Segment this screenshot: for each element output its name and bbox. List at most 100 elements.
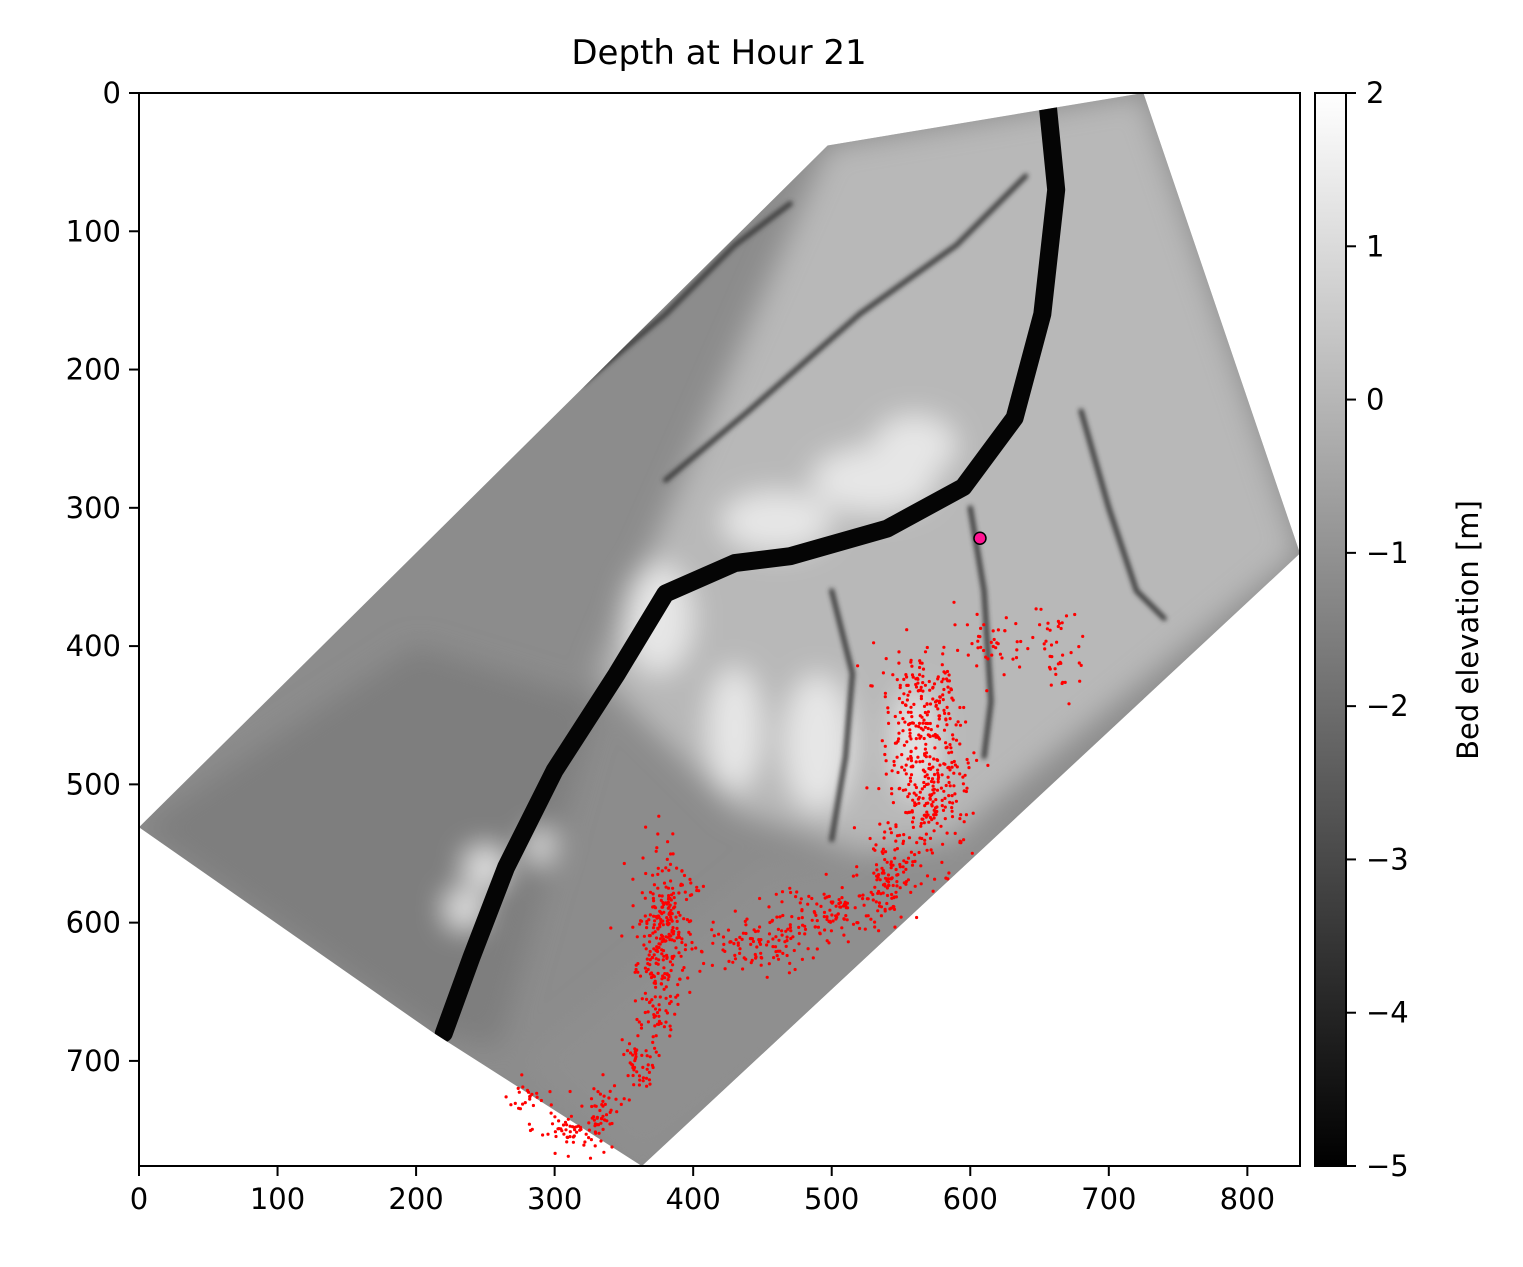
particle [656,971,660,976]
particle [670,955,674,959]
particle [944,746,948,750]
particle [858,894,862,898]
particle [922,718,926,722]
particle [914,793,918,797]
particle [940,804,944,808]
particle [602,1094,606,1098]
particle [575,1130,579,1134]
particle [971,811,975,815]
particle [609,1108,613,1112]
y-tick-label: 600 [66,906,121,940]
particle [660,894,664,898]
particle [906,693,910,697]
particle [885,901,889,906]
particle [652,953,656,957]
particle [662,1025,667,1029]
particle [652,914,656,918]
particle [641,1065,645,1069]
particle [944,717,948,721]
particle [918,659,922,663]
particle [733,957,738,961]
particle [931,800,935,804]
particle [900,765,904,769]
particle [710,928,714,932]
particle [657,1020,662,1024]
particle [648,949,652,954]
particle [759,951,763,955]
particle [921,728,925,732]
particle [651,931,655,935]
y-tick-label: 0 [103,76,121,110]
colorbar-tick-label: −3 [1366,842,1409,876]
particle [662,987,666,991]
particle [528,1094,532,1098]
particle [644,1049,648,1053]
particle [688,932,692,936]
particle [1004,616,1008,620]
particle [668,1034,672,1038]
particle [964,813,969,817]
particle [759,963,763,967]
particle [690,940,694,945]
particle [664,939,668,943]
particle [587,1121,591,1125]
particle [906,795,910,799]
particle [920,787,924,791]
particle [887,883,891,888]
particle [953,623,957,627]
particle [818,931,822,935]
particle [1045,627,1049,631]
colorbar-tick-label: −4 [1366,996,1409,1030]
particle [566,1154,570,1158]
particle [909,750,913,754]
particle [909,765,913,769]
particle [660,977,664,981]
particle [645,1067,649,1071]
particle [862,903,866,907]
particle [943,711,947,716]
particle [625,1049,630,1053]
particle [766,940,770,944]
particle [917,801,921,805]
particle [787,971,792,975]
particle [921,674,925,678]
particle [978,635,982,639]
particle [803,924,807,928]
particle [598,1092,603,1096]
particle [684,897,689,902]
particle [684,943,688,947]
particle [947,871,951,875]
particle [909,773,914,777]
particle [923,650,928,654]
particle [757,938,761,942]
particle [655,1022,660,1026]
particle [946,685,950,689]
particle [823,928,827,932]
particle [846,940,850,944]
particle [895,678,899,682]
particle [666,978,670,982]
colorbar-axis: 2 1 0 −1 −2 −3 −4 −5 [1346,76,1409,1183]
particle [816,925,821,929]
particle [654,1050,658,1054]
particle [679,883,683,888]
particle [656,886,660,890]
particle [883,695,887,699]
particle [785,939,789,943]
particle [657,945,661,950]
particle [648,972,653,976]
particle [910,664,914,668]
particle [1049,643,1054,647]
particle [965,757,969,762]
particle [665,857,669,862]
particle [901,788,905,792]
particle [700,950,704,954]
particle [881,868,885,873]
particle [1047,665,1052,669]
particle [930,851,935,855]
particle [930,804,934,808]
particle [925,702,929,706]
particle [628,1051,633,1055]
particle [565,1123,569,1127]
particle [881,891,885,895]
